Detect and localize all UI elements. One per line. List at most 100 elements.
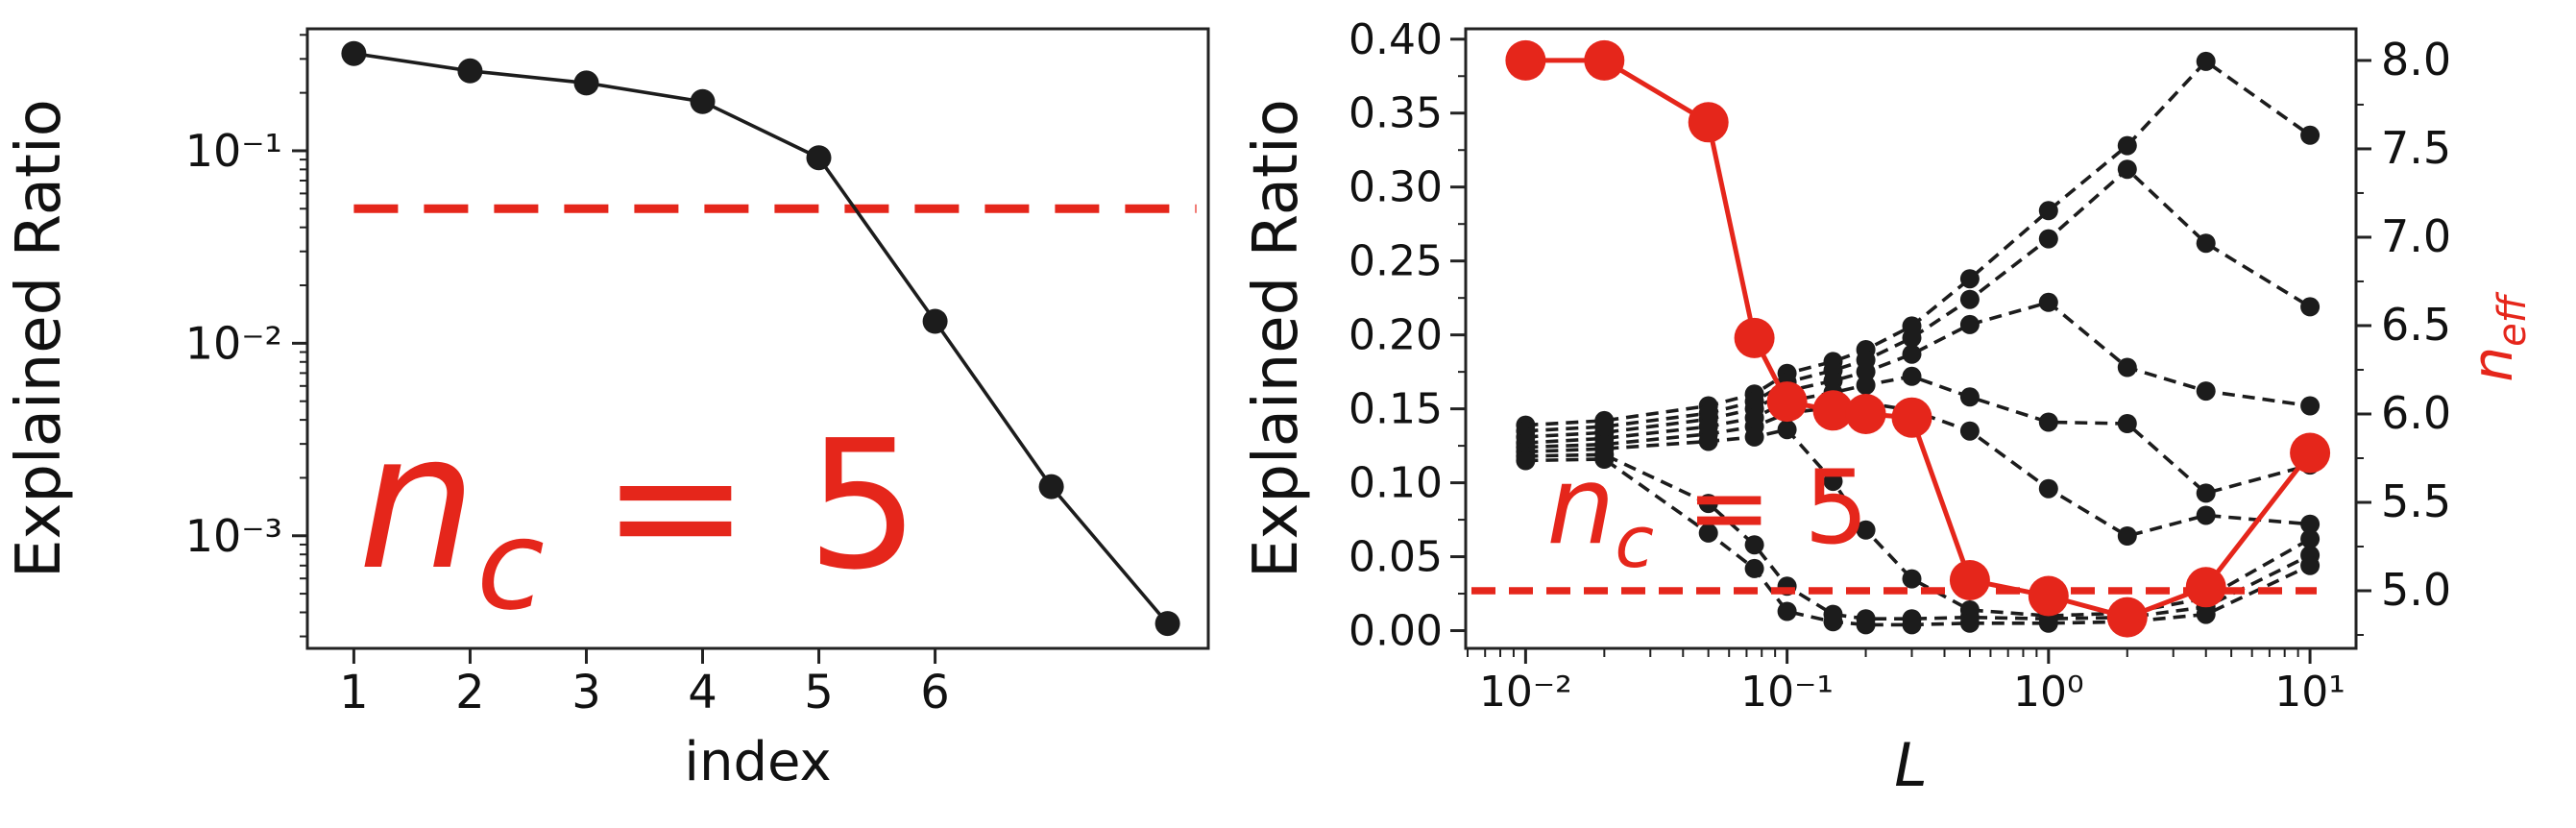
y-tick-label-right: 5.5 [2381, 475, 2451, 527]
component-7-point [1698, 494, 1718, 514]
component-6-point [1744, 426, 1764, 447]
x-tick-label: 10⁰ [2013, 668, 2084, 717]
scree-line [353, 51, 1169, 625]
component-5-point [2196, 505, 2216, 525]
x-tick-label: 3 [571, 666, 601, 719]
component-8-point [1959, 613, 1980, 633]
y-tick-label-left: 0.40 [1349, 15, 1443, 64]
neff-label-base: n [2460, 347, 2525, 382]
component-4-point [2038, 412, 2058, 432]
axes-box [305, 27, 1210, 650]
l-sweep-panel: 0.00 0.05 0.10 0.15 0.20 0.25 0.30 0.35 0.40 5.0 5… [1241, 0, 2576, 828]
scree-panel: 10⁻¹ 10⁻² 10⁻³ 1 2 3 4 5 6 nc = 5 index Explained R… [0, 0, 1249, 828]
neff-point [1584, 39, 1625, 81]
component-8-point [1902, 615, 1922, 635]
x-tick-label: 10⁻² [1479, 668, 1572, 717]
neff-point [1812, 390, 1854, 431]
component-3-point [1902, 344, 1922, 364]
component-2-point [1959, 289, 1980, 309]
component-1-point [2300, 125, 2321, 145]
component-8-point [1856, 615, 1876, 635]
component-3-point [2300, 396, 2321, 416]
y-tick-label-right: 6.5 [2381, 299, 2451, 351]
y-tick-label-right: 8.0 [2381, 34, 2451, 85]
annotation-base: n [358, 393, 477, 611]
component-3-point [2038, 292, 2058, 312]
x-axis-label: L [1894, 730, 1928, 800]
component-3-point [1856, 362, 1876, 382]
neff-point [2290, 432, 2331, 474]
scree-point [690, 88, 716, 114]
y-tick-label-left: 0.35 [1349, 89, 1443, 138]
component-5-point [1959, 421, 1980, 441]
component-1-point [1959, 269, 1980, 289]
component-5-point [2038, 478, 2058, 499]
annotation-base: n [1546, 444, 1615, 569]
y-tick-label-right: 6.0 [2381, 387, 2451, 439]
component-8-point [1823, 612, 1843, 632]
component-4-point [1856, 376, 1876, 395]
scree-point [1154, 611, 1180, 637]
y-tick-label-left: 0.05 [1349, 533, 1443, 582]
component-2-point [2300, 297, 2321, 317]
scree-point [573, 70, 599, 96]
neff-point [1766, 381, 1808, 423]
component-8-point [1744, 558, 1764, 578]
neff-point [2028, 575, 2069, 617]
y-tick-label-right: 7.5 [2381, 122, 2451, 174]
component-5-point [2117, 526, 2137, 546]
y-tick-label: 10⁻¹ [185, 125, 282, 177]
component-8-point [1516, 451, 1536, 471]
y-tick-label-left: 0.15 [1349, 385, 1443, 434]
neff-point [1688, 102, 1729, 143]
component-8-point [2196, 604, 2216, 624]
x-tick-label: 1 [339, 666, 369, 719]
l-sweep-chart-svg: 0.00 0.05 0.10 0.15 0.20 0.25 0.30 0.35 0.40 5.0 5… [1241, 15, 2535, 800]
component-2-point [2196, 233, 2216, 254]
y-tick-label-right: 7.0 [2381, 210, 2451, 262]
neff-point [1845, 394, 1886, 434]
component-1-point [2038, 201, 2058, 221]
y-axis-label-right: neff [2460, 291, 2535, 381]
y-axis-label: Explained Ratio [4, 99, 75, 578]
component-4-point [1902, 366, 1922, 386]
component-7-point [1744, 535, 1764, 555]
annotation-sub: c [476, 494, 545, 638]
component-8-point [1698, 523, 1718, 543]
component-2-point [2117, 159, 2137, 180]
y-tick-label: 10⁻³ [185, 510, 282, 562]
component-2-point [2038, 229, 2058, 249]
component-6-point [2300, 529, 2321, 549]
component-3-point [1959, 314, 1980, 334]
neff-point [1949, 560, 1990, 600]
y-tick-label: 10⁻² [185, 317, 282, 369]
x-tick-label: 10¹ [2274, 668, 2345, 717]
neff-point [1505, 39, 1546, 81]
x-tick-label: 2 [455, 666, 485, 719]
component-6-point [1856, 520, 1876, 540]
y-tick-label-right: 5.0 [2381, 564, 2451, 616]
neff-point [2106, 597, 2148, 638]
component-8-point [2300, 555, 2321, 575]
component-6-point [1698, 431, 1718, 451]
component-6-point [1777, 420, 1797, 440]
neff-point [2185, 567, 2226, 608]
component-3-point [2196, 381, 2216, 402]
component-6-point [1902, 569, 1922, 589]
y-tick-label-left: 0.30 [1349, 163, 1443, 212]
component-8-point [1777, 601, 1797, 621]
scree-point [341, 40, 367, 66]
scree-point [922, 308, 948, 334]
component-8-point [2038, 613, 2058, 633]
y-tick-label-left: 0.00 [1349, 607, 1443, 656]
nc-annotation: nc = 5 [1546, 444, 1868, 584]
y-tick-label-left: 0.20 [1349, 311, 1443, 360]
neff-label-sub: eff [2491, 291, 2535, 347]
x-axis-label: index [684, 731, 831, 793]
component-3-point [2117, 357, 2137, 377]
annotation-sub: c [1615, 501, 1654, 584]
y-axis-label-left: Explained Ratio [1249, 99, 1312, 578]
nc-annotation: nc = 5 [358, 393, 920, 638]
